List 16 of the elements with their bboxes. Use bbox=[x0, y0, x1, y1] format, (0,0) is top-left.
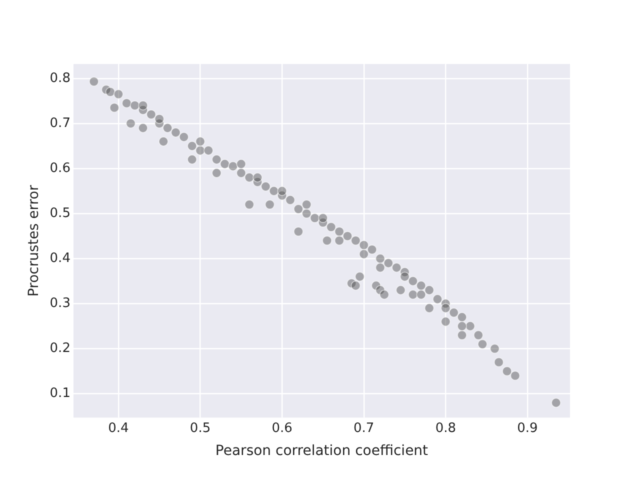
x-tick-label: 0.4 bbox=[108, 420, 129, 436]
y-tick-label: 0.6 bbox=[50, 160, 70, 176]
y-tick-label: 0.3 bbox=[50, 296, 70, 312]
y-tick-label: 0.1 bbox=[50, 386, 70, 402]
y-tick-label: 0.8 bbox=[50, 70, 70, 86]
y-tick-label: 0.7 bbox=[50, 116, 70, 131]
x-tick-label: 0.9 bbox=[517, 420, 538, 436]
y-tick-label: 0.4 bbox=[50, 250, 70, 266]
x-axis-title: Pearson correlation coefficient bbox=[215, 443, 429, 460]
x-tick-label: 0.8 bbox=[435, 420, 456, 436]
x-tick-label: 0.6 bbox=[272, 420, 292, 436]
y-tick-label: 0.2 bbox=[50, 341, 70, 356]
y-tick-label: 0.5 bbox=[50, 206, 70, 221]
x-tick-label: 0.5 bbox=[190, 420, 211, 436]
y-axis-title: Procrustes error bbox=[26, 184, 42, 297]
x-tick-label: 0.7 bbox=[354, 420, 374, 436]
